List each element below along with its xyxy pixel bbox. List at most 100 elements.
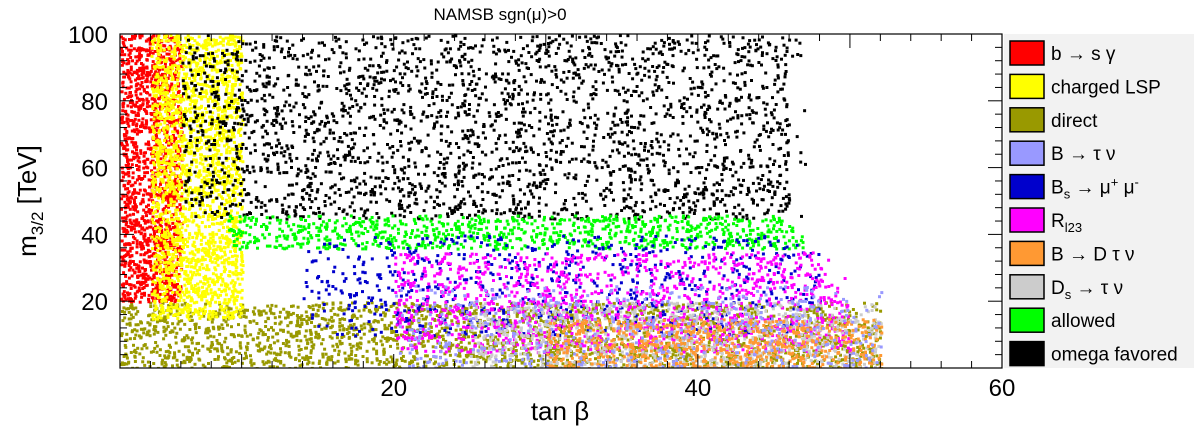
scatter-point (423, 325, 427, 328)
scatter-point (152, 229, 156, 233)
scatter-point (317, 305, 321, 309)
scatter-point (324, 326, 328, 330)
scatter-point (150, 296, 154, 300)
scatter-point (129, 91, 132, 94)
scatter-point (188, 102, 192, 106)
scatter-point (266, 338, 270, 342)
scatter-point (143, 161, 147, 165)
scatter-point (229, 94, 233, 98)
scatter-point (126, 122, 130, 125)
scatter-point (337, 353, 341, 357)
scatter-point (300, 314, 304, 318)
scatter-point (211, 317, 215, 321)
scatter-point (206, 242, 210, 246)
scatter-point (212, 137, 216, 140)
scatter-point (516, 312, 520, 316)
scatter-point (187, 236, 191, 240)
scatter-point (155, 57, 159, 61)
scatter-point (122, 133, 126, 137)
scatter-point (140, 321, 143, 325)
scatter-point (143, 159, 147, 163)
scatter-point (139, 232, 143, 236)
scatter-point (856, 350, 860, 354)
scatter-point (198, 268, 202, 272)
scatter-point (557, 348, 561, 352)
scatter-point (336, 345, 340, 349)
scatter-point (163, 65, 167, 69)
scatter-point (122, 97, 126, 101)
scatter-point (174, 335, 178, 339)
scatter-point (175, 129, 179, 133)
scatter-point (308, 306, 312, 310)
scatter-point (823, 313, 827, 317)
scatter-point (203, 295, 207, 299)
scatter-point (796, 361, 799, 365)
scatter-point (217, 355, 220, 359)
scatter-point (400, 356, 403, 360)
scatter-point (653, 348, 657, 352)
scatter-point (133, 181, 137, 185)
scatter-point (125, 332, 129, 336)
scatter-point (163, 175, 167, 179)
scatter-point (794, 334, 798, 338)
scatter-point (158, 299, 162, 302)
scatter-point (486, 338, 490, 342)
scatter-point (175, 34, 179, 38)
scatter-point (129, 225, 133, 229)
scatter-point (836, 327, 840, 331)
scatter-point (679, 346, 683, 350)
scatter-point (219, 78, 223, 82)
scatter-point (129, 80, 133, 84)
scatter-point (150, 46, 154, 50)
scatter-point (384, 326, 388, 330)
scatter-point (278, 310, 282, 314)
scatter-point (306, 358, 310, 362)
scatter-point (133, 188, 136, 192)
scatter-point (649, 310, 653, 314)
scatter-point (278, 353, 282, 357)
scatter-point (242, 311, 246, 315)
scatter-point (507, 348, 511, 352)
scatter-point (715, 326, 719, 330)
scatter-point (566, 335, 570, 339)
scatter-point (213, 210, 217, 214)
scatter-point (162, 207, 166, 211)
scatter-point (127, 162, 130, 166)
scatter-point (134, 62, 138, 66)
scatter-point (142, 193, 145, 197)
scatter-point (646, 304, 649, 308)
scatter-point (122, 194, 126, 198)
scatter-point (801, 354, 805, 358)
scatter-point (191, 236, 195, 239)
scatter-point (261, 348, 264, 352)
scatter-point (338, 339, 342, 343)
scatter-point (238, 308, 242, 312)
scatter-point (284, 316, 287, 320)
scatter-point (633, 358, 637, 362)
scatter-point (190, 341, 194, 345)
scatter-point (234, 310, 238, 314)
scatter-point (231, 156, 234, 160)
scatter-point (130, 140, 134, 144)
scatter-point (817, 353, 821, 357)
scatter-point (610, 310, 614, 314)
scatter-point (287, 340, 291, 344)
scatter-point (134, 306, 138, 310)
scatter-point (287, 311, 291, 315)
scatter-point (424, 315, 428, 319)
scatter-point (122, 230, 126, 234)
scatter-point (528, 353, 532, 357)
scatter-point (128, 71, 132, 75)
scatter-point (448, 353, 452, 357)
scatter-point (213, 347, 217, 351)
scatter-point (330, 355, 334, 359)
scatter-point (823, 317, 827, 321)
scatter-point (166, 325, 170, 329)
scatter-point (172, 233, 176, 236)
scatter-point (822, 335, 826, 339)
scatter-point (282, 307, 286, 311)
scatter-point (224, 53, 228, 56)
scatter-point (167, 205, 170, 209)
scatter-point (561, 362, 565, 366)
scatter-point (295, 338, 299, 342)
